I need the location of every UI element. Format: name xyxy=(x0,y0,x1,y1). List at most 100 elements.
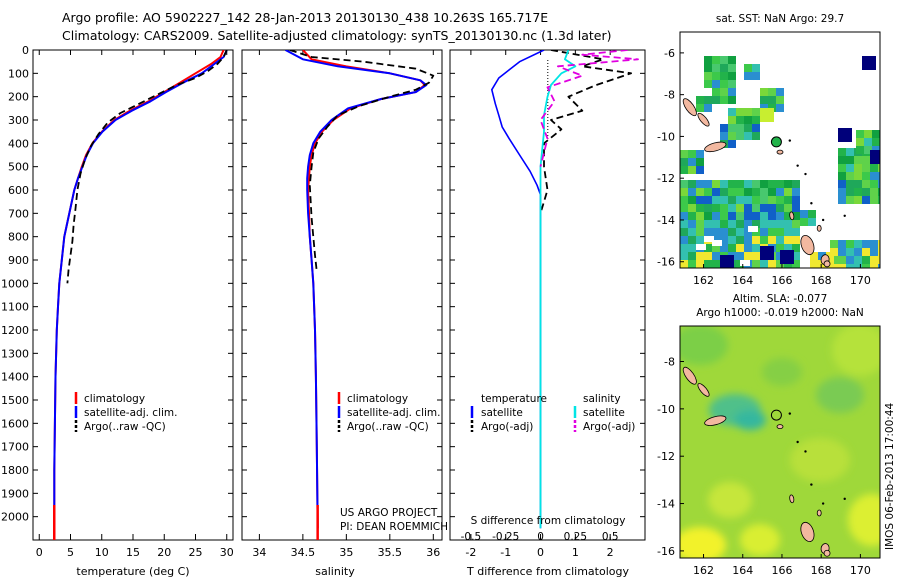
salinity-axes: 34 34.5 35 35.5 36 xyxy=(242,49,442,559)
sst-cell xyxy=(728,244,736,252)
sst-cell xyxy=(712,212,720,220)
imos-stamp: IMOS 06-Feb-2013 17:00:44 xyxy=(884,403,896,550)
reef-dot xyxy=(788,139,792,142)
sst-cell xyxy=(800,210,808,218)
y-tick-label: 100 xyxy=(8,67,29,80)
sst-cell xyxy=(752,244,760,252)
sst-cell xyxy=(728,220,736,228)
sst-cell-bright xyxy=(760,108,774,122)
sst-cell xyxy=(712,188,720,196)
difference-axes: -2 -1 0 1 2 -0.5 -0.25 0 0.25 0.5 xyxy=(450,49,645,559)
island xyxy=(704,141,727,153)
sst-cell xyxy=(712,88,720,96)
sla-map-title-2: Argo h1000: -0.019 h2000: NaN xyxy=(696,307,864,319)
sst-cell xyxy=(838,156,846,164)
sst-cell xyxy=(864,130,872,138)
sst-cell xyxy=(760,88,768,96)
sst-cell xyxy=(680,228,688,236)
island xyxy=(823,260,831,268)
y-tick-label: 1900 xyxy=(1,487,29,500)
sst-cell xyxy=(736,204,744,212)
sst-cell xyxy=(760,220,768,228)
sst-cell xyxy=(792,228,800,236)
sst-cell xyxy=(862,156,870,164)
sst-cell xyxy=(680,220,688,228)
sst-cell xyxy=(760,188,768,196)
sst-cell xyxy=(704,260,712,268)
x-tick-label-s: 0 xyxy=(537,531,544,543)
sst-cell xyxy=(838,264,846,268)
sst-cell xyxy=(854,248,862,256)
sst-cell xyxy=(720,88,728,96)
series-line-argo-adj- xyxy=(539,50,632,214)
sst-cell xyxy=(784,180,792,188)
sst-cell xyxy=(856,138,864,146)
legend-label-climatology: climatology xyxy=(84,393,145,405)
sst-cell xyxy=(870,248,878,256)
sla-map-panel: Altim. SLA: -0.077 Argo h1000: -0.019 h2… xyxy=(657,293,881,577)
map-y-tick-label: -12 xyxy=(657,450,675,463)
legend-label-satellite: satellite-adj. clim. xyxy=(84,407,177,419)
sst-cell xyxy=(862,188,870,196)
sst-cell xyxy=(736,212,744,220)
sst-cell xyxy=(830,240,838,248)
sst-cell xyxy=(792,196,800,204)
sst-cell xyxy=(838,248,846,256)
sst-cell xyxy=(760,96,768,104)
sst-cell-gap xyxy=(712,240,722,246)
sst-cell xyxy=(776,228,784,236)
sst-cell xyxy=(768,96,776,104)
sst-cell xyxy=(688,228,696,236)
sst-cell xyxy=(736,196,744,204)
sst-cell xyxy=(720,64,728,72)
reef-dot xyxy=(796,164,799,167)
sst-cell xyxy=(818,260,826,268)
legend-label-argo: Argo(..raw -QC) xyxy=(84,421,166,433)
sst-cell xyxy=(792,188,800,196)
y-tick-label: 1600 xyxy=(1,417,29,430)
sst-cell xyxy=(696,180,704,188)
sst-cell xyxy=(696,188,704,196)
sst-map-axes: 162 164 166 168 170 -6 -8 -10 -12 -14 -16 xyxy=(657,47,871,287)
sst-cell xyxy=(862,240,870,248)
sst-cell xyxy=(846,188,854,196)
sst-cell xyxy=(736,124,744,132)
sst-cell xyxy=(720,56,728,64)
reef-dot xyxy=(843,497,846,501)
map-y-tick-label: -12 xyxy=(657,172,675,185)
sst-cell xyxy=(792,204,800,212)
sst-cell xyxy=(704,228,712,236)
legend-label-argo: Argo(..raw -QC) xyxy=(347,421,429,433)
sst-cell xyxy=(712,204,720,212)
sst-cell xyxy=(704,188,712,196)
x-tick-label: 15 xyxy=(126,546,140,559)
y-tick-label: 200 xyxy=(8,91,29,104)
sst-cell xyxy=(760,236,768,244)
sst-cell xyxy=(752,252,760,260)
sst-cell xyxy=(846,156,854,164)
sst-cell xyxy=(878,180,880,188)
sst-cell xyxy=(870,256,878,264)
sst-cell xyxy=(712,228,720,236)
sst-cell xyxy=(688,158,696,166)
y-tick-label: 500 xyxy=(8,161,29,174)
sst-cell xyxy=(878,264,880,268)
x-tick-label: 10 xyxy=(95,546,109,559)
sst-cell xyxy=(696,150,704,158)
y-tick-label: 1400 xyxy=(1,371,29,384)
y-tick-label: 600 xyxy=(8,184,29,197)
sst-cell xyxy=(744,204,752,212)
sst-cell xyxy=(776,220,784,228)
legend-label-s-satellite: satellite xyxy=(583,407,625,419)
temperature-axes: 0 5 10 15 20 25 300100200300400500600700800900… xyxy=(1,44,234,559)
sst-cell xyxy=(736,188,744,196)
sst-cell xyxy=(688,220,696,228)
island xyxy=(816,224,822,232)
sst-cell xyxy=(688,252,696,260)
argo-position-marker xyxy=(770,136,782,148)
sst-cell xyxy=(744,72,752,80)
sst-cell xyxy=(776,244,784,252)
island xyxy=(682,98,697,117)
